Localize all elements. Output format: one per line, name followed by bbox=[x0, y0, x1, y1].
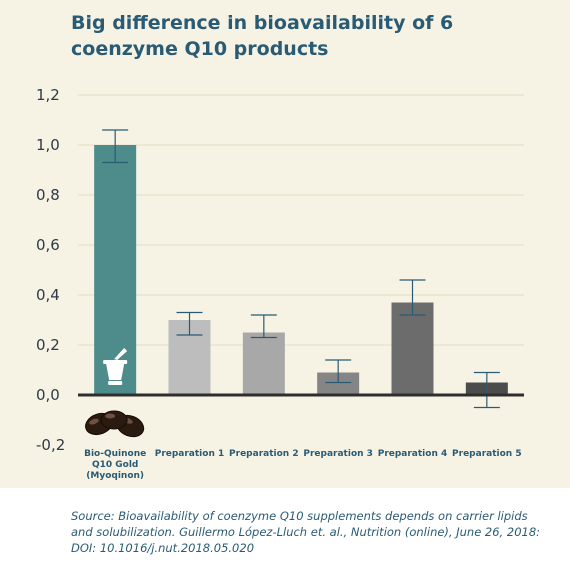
source-citation: Source: Bioavailability of coenzyme Q10 … bbox=[71, 509, 541, 555]
category-label-line: Preparation 2 bbox=[229, 449, 299, 459]
softgel-capsule-highlight bbox=[89, 418, 99, 425]
category-label: Preparation 5 bbox=[452, 449, 522, 459]
category-label-line: Q10 Gold bbox=[92, 460, 138, 470]
category-label: Preparation 3 bbox=[303, 449, 373, 459]
mortar-and-pestle-icon bbox=[103, 348, 128, 385]
category-label: Preparation 2 bbox=[229, 449, 299, 459]
category-label-line: (Myoqinon) bbox=[86, 471, 144, 481]
y-tick-label: 0,2 bbox=[36, 336, 60, 354]
chart-title: Big difference in bioavailability of 6 c… bbox=[71, 10, 551, 62]
bar bbox=[317, 372, 360, 395]
y-tick-label: 1,2 bbox=[36, 86, 60, 104]
y-tick-label: 0,0 bbox=[36, 386, 60, 404]
bar bbox=[94, 145, 137, 395]
y-tick-label: -0,2 bbox=[36, 436, 65, 454]
chart-title-line: coenzyme Q10 products bbox=[71, 38, 329, 60]
chart-title-line: Big difference in bioavailability of 6 bbox=[71, 12, 454, 34]
category-label-line: Preparation 5 bbox=[452, 449, 522, 459]
y-tick-label: 0,4 bbox=[36, 286, 60, 304]
bar bbox=[242, 332, 285, 395]
y-tick-label: 1,0 bbox=[36, 136, 60, 154]
y-tick-label: 0,6 bbox=[36, 236, 60, 254]
softgel-capsule-icon bbox=[100, 410, 128, 430]
category-label: Bio-Quinone Q10 Gold (Myoqinon) bbox=[84, 449, 146, 481]
bar-chart: -0,2 0,0 0,2 0,4 0,6 0,8 1,0 1,2 Bio-Quinone Q10 … bbox=[36, 86, 524, 481]
category-label: Preparation 4 bbox=[378, 449, 448, 459]
y-tick-label: 0,8 bbox=[36, 186, 60, 204]
softgel-capsule-highlight bbox=[105, 413, 116, 419]
category-label-line: Preparation 4 bbox=[378, 449, 448, 459]
category-label-line: Preparation 1 bbox=[155, 449, 225, 459]
bar bbox=[391, 302, 434, 395]
category-label-line: Preparation 3 bbox=[303, 449, 373, 459]
category-label-line: Bio-Quinone bbox=[84, 449, 146, 459]
category-label: Preparation 1 bbox=[155, 449, 225, 459]
